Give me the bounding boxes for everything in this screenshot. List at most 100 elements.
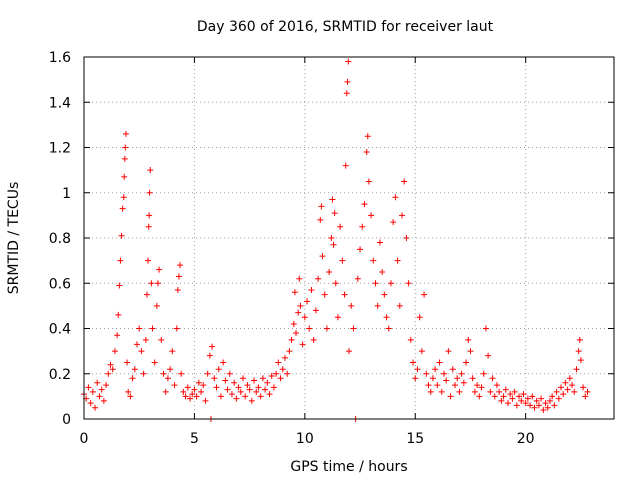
data-point — [520, 391, 527, 398]
data-point — [174, 287, 181, 294]
data-point — [162, 388, 169, 395]
data-point — [496, 388, 503, 395]
data-point — [175, 273, 182, 280]
data-point — [443, 377, 450, 384]
data-point — [533, 397, 540, 404]
data-point — [348, 302, 355, 309]
data-point — [103, 382, 110, 389]
data-point — [215, 366, 222, 373]
data-point — [277, 375, 284, 382]
data-point — [257, 393, 264, 400]
data-point — [553, 388, 560, 395]
data-point — [387, 280, 394, 287]
data-point — [500, 393, 507, 400]
data-point — [580, 384, 587, 391]
data-point — [436, 359, 443, 366]
data-point — [529, 393, 536, 400]
data-point — [255, 384, 262, 391]
data-point — [145, 257, 152, 264]
data-point — [542, 400, 549, 407]
data-point — [392, 194, 399, 201]
data-point — [182, 393, 189, 400]
data-point — [187, 395, 193, 402]
data-point — [571, 388, 578, 395]
data-point — [259, 375, 266, 382]
data-point — [364, 133, 371, 140]
data-point — [85, 384, 92, 391]
data-point — [334, 314, 341, 321]
data-point — [471, 388, 478, 395]
data-point — [297, 302, 304, 309]
data-point — [138, 348, 145, 355]
data-point — [414, 366, 421, 373]
data-point — [295, 309, 302, 316]
chart-title: Day 360 of 2016, SRMTID for receiver lau… — [197, 19, 494, 35]
data-point — [337, 223, 344, 230]
data-point — [544, 404, 551, 411]
data-point — [502, 386, 509, 393]
data-point — [119, 205, 126, 212]
data-point — [524, 395, 531, 402]
data-point — [331, 210, 338, 217]
data-point — [240, 375, 246, 382]
data-point — [460, 379, 467, 386]
data-point — [204, 370, 211, 377]
data-point — [273, 370, 280, 377]
data-point — [344, 78, 351, 85]
data-point — [467, 348, 474, 355]
data-point — [491, 393, 498, 400]
data-point — [111, 348, 118, 355]
data-point — [107, 361, 114, 368]
data-point — [193, 393, 200, 400]
data-point — [319, 253, 326, 260]
data-point — [346, 348, 352, 355]
data-point — [429, 375, 436, 382]
data-point — [323, 325, 330, 332]
data-point — [425, 382, 432, 389]
data-point — [376, 239, 383, 246]
data-point — [237, 388, 244, 395]
data-point — [540, 406, 547, 413]
data-point — [160, 370, 167, 377]
data-point — [458, 370, 465, 377]
data-point — [134, 341, 140, 348]
data-point — [549, 393, 556, 400]
data-point — [454, 375, 461, 382]
data-point — [535, 402, 542, 409]
data-point — [173, 325, 180, 332]
y-tick-label: 1.6 — [49, 50, 71, 66]
data-point — [487, 388, 494, 395]
data-point — [242, 393, 249, 400]
data-point — [117, 257, 124, 264]
data-point — [538, 395, 545, 402]
data-point — [200, 382, 207, 389]
data-point — [151, 359, 158, 366]
data-point — [92, 404, 99, 411]
data-point — [213, 384, 220, 391]
data-point — [582, 393, 589, 400]
data-point — [522, 400, 529, 407]
data-point — [293, 330, 299, 337]
data-point — [449, 366, 456, 373]
data-point — [405, 280, 412, 287]
data-point — [518, 397, 525, 404]
data-point — [153, 302, 160, 309]
data-point — [171, 382, 178, 389]
data-point — [350, 325, 357, 332]
data-point — [100, 397, 107, 404]
data-point — [115, 311, 122, 318]
data-point — [209, 343, 216, 350]
data-point — [370, 257, 377, 264]
data-point — [275, 359, 282, 366]
data-point — [403, 235, 410, 241]
data-point — [217, 393, 224, 400]
data-point — [432, 366, 439, 373]
data-point — [220, 359, 227, 366]
data-point — [184, 384, 191, 391]
data-point — [318, 203, 325, 210]
data-point — [359, 223, 366, 230]
data-point — [421, 291, 428, 298]
data-point — [434, 382, 441, 389]
data-point — [262, 386, 269, 393]
data-point — [573, 366, 580, 373]
